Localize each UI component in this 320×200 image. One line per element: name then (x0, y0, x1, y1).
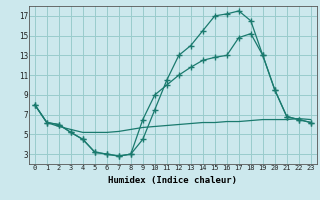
X-axis label: Humidex (Indice chaleur): Humidex (Indice chaleur) (108, 176, 237, 185)
